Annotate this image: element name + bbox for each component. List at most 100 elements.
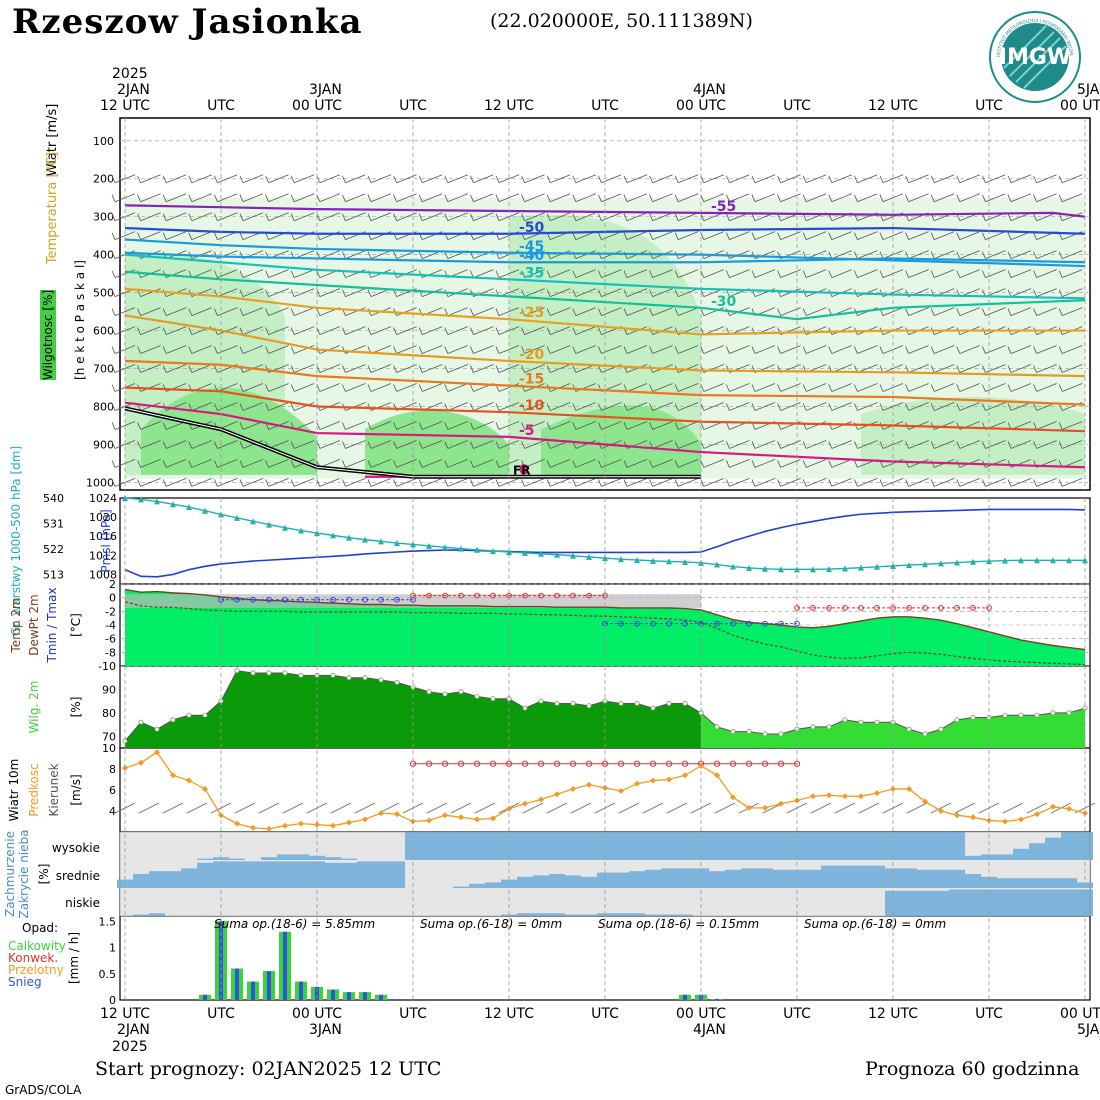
- wind-barb: [754, 269, 776, 279]
- wind-barb-flag: [214, 479, 218, 487]
- wind-barb: [575, 402, 596, 411]
- wind-barb-flag: [956, 194, 961, 202]
- wind-barb-flag: [495, 213, 500, 221]
- wind-barb-flag: [905, 194, 909, 202]
- isotherm-label: -45: [519, 239, 544, 255]
- rh2m-marker: [202, 712, 208, 718]
- wind-barb: [524, 402, 545, 411]
- wind-barb-flag: [674, 460, 679, 468]
- wind-barb: [191, 459, 212, 468]
- cloud-high-bar: [501, 832, 517, 860]
- wind-barb: [575, 212, 596, 222]
- cloud-low-bar: [133, 914, 149, 916]
- wind-barb-flag: [854, 441, 858, 449]
- wind-barb-flag: [726, 460, 730, 468]
- wind-barb: [678, 383, 699, 392]
- rh2m-marker: [298, 672, 304, 678]
- wind-barb-flag: [188, 194, 193, 202]
- wind-barb: [575, 307, 596, 316]
- cloud-mid-bar: [917, 869, 933, 888]
- wind-barb: [498, 174, 520, 184]
- wind-barb-flag: [726, 232, 730, 240]
- wind-barb-flag: [623, 422, 628, 430]
- wind-barb: [729, 459, 750, 468]
- wind-barb-flag: [316, 270, 321, 278]
- cloud-high-bar: [469, 832, 485, 860]
- wind-barb-flag: [802, 441, 807, 449]
- wind-barb-flag: [162, 422, 167, 430]
- cloud-mid-bar: [725, 869, 741, 888]
- cloud-mid-bar: [485, 882, 501, 888]
- wind10m-barb: [354, 802, 376, 814]
- wind-barb-flag: [674, 194, 679, 202]
- wind-barb-flag: [367, 384, 372, 392]
- thickness-tick-label: 522: [43, 543, 64, 556]
- wind-barb: [626, 288, 648, 297]
- wind-barb: [959, 364, 980, 373]
- imgw-logo: IMGW INSTYTUT METEOROLOGII I GOSPODARKI …: [988, 10, 1081, 103]
- wind-barb-flag: [444, 460, 449, 468]
- wind-barb: [754, 345, 776, 354]
- wind-tick-label: 4: [109, 805, 116, 818]
- wind-barb-flag: [956, 232, 961, 240]
- tmin-marker: [378, 596, 384, 603]
- wind-barb-flag: [342, 289, 346, 297]
- wind-speed-marker: [522, 800, 528, 807]
- wind-barb: [1062, 288, 1083, 297]
- wind-barb: [806, 402, 827, 411]
- wind-barb-flag: [239, 308, 244, 316]
- rh2m-marker: [954, 717, 960, 723]
- wind-barb-flag: [239, 403, 244, 411]
- wind-barb: [985, 459, 1006, 468]
- wind-barb: [268, 345, 289, 354]
- wind-barb: [140, 174, 161, 184]
- wind-barb-flag: [470, 175, 474, 183]
- wind-barb: [524, 459, 545, 468]
- wind-barb-flag: [572, 270, 577, 278]
- cloud-high-bar: [821, 832, 837, 860]
- wind-barb-flag: [1058, 175, 1063, 183]
- wind-barb: [575, 174, 596, 184]
- tmax-marker: [970, 605, 976, 611]
- wind-barb: [678, 440, 699, 449]
- cloud-high-bar: [661, 832, 677, 860]
- wind-speed-marker: [186, 777, 192, 784]
- thickness-marker: [938, 560, 944, 567]
- wind-barb-flag: [802, 346, 807, 354]
- wind-barb: [422, 421, 443, 430]
- cloud-low-bar: [885, 890, 901, 916]
- wind-barb: [550, 193, 571, 203]
- wind-speed-marker: [362, 816, 368, 823]
- wind-speed-marker: [666, 776, 672, 783]
- wind-barb: [652, 174, 673, 184]
- wind-barb-flag: [1033, 479, 1037, 487]
- tmin-marker: [714, 620, 720, 627]
- wind-barb: [729, 383, 750, 392]
- wind-barb-flag: [521, 213, 525, 221]
- wind-speed-marker: [730, 794, 736, 801]
- cloud-mid-bar: [533, 875, 549, 888]
- wind-barb-flag: [1058, 213, 1063, 221]
- tmax-marker: [490, 592, 496, 599]
- wind-barb-flag: [777, 270, 781, 278]
- date-label-top: 4JAN: [693, 82, 726, 98]
- wind-barb: [806, 421, 827, 430]
- wind-barb: [166, 478, 187, 487]
- temp-tick-label: -6: [105, 633, 116, 646]
- cloud-mid-bar: [165, 871, 181, 888]
- wind-barb-flag: [1058, 194, 1063, 202]
- wind-barb-flag: [188, 308, 193, 316]
- wind-barb: [319, 364, 340, 373]
- cloud-mid-bar: [773, 869, 789, 888]
- cloud-mid-bar: [853, 865, 869, 888]
- wind-barb-flag: [982, 403, 986, 411]
- wind-barb-flag: [495, 422, 500, 430]
- cloud-high-bar: [549, 832, 565, 860]
- precip-tick-label: 1.5: [99, 915, 117, 928]
- wind-barb: [396, 326, 417, 335]
- wind-barb-flag: [137, 327, 141, 335]
- rh2m-marker: [538, 698, 544, 704]
- thickness-marker: [186, 504, 192, 511]
- cloud-mid-bar: [741, 868, 757, 888]
